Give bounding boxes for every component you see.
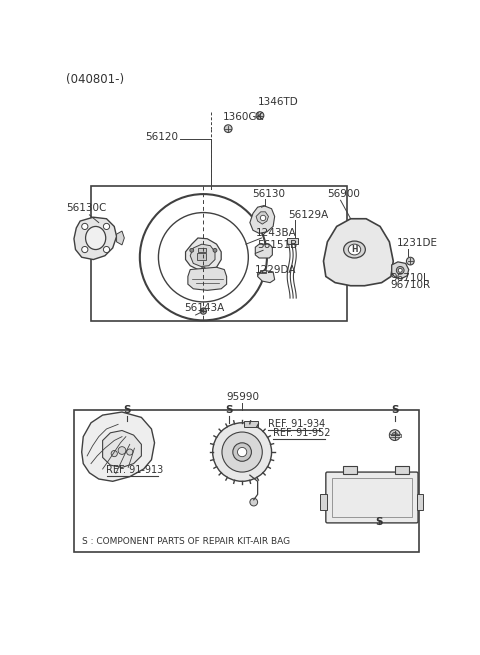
Polygon shape: [117, 231, 124, 245]
Text: 1229DA: 1229DA: [255, 265, 297, 275]
Circle shape: [103, 223, 109, 229]
Text: 56900: 56900: [327, 189, 360, 200]
Text: 1346TD: 1346TD: [258, 97, 299, 107]
Text: H: H: [351, 245, 358, 254]
Polygon shape: [255, 244, 272, 258]
Circle shape: [82, 246, 88, 253]
Text: S: S: [225, 405, 233, 415]
Circle shape: [389, 430, 400, 441]
Bar: [197, 253, 206, 259]
Circle shape: [260, 215, 266, 221]
Circle shape: [202, 267, 205, 271]
Bar: [287, 238, 298, 244]
Bar: [332, 478, 412, 517]
Circle shape: [250, 498, 258, 506]
Bar: [260, 271, 266, 273]
Polygon shape: [392, 262, 409, 279]
Circle shape: [127, 449, 133, 455]
Circle shape: [200, 308, 206, 314]
Bar: [244, 421, 258, 428]
Text: (040801-): (040801-): [66, 73, 124, 86]
Text: 56130C: 56130C: [66, 203, 107, 214]
Text: 56120: 56120: [145, 132, 178, 141]
Circle shape: [233, 443, 252, 461]
Circle shape: [407, 257, 414, 265]
Text: 96710R: 96710R: [390, 280, 430, 290]
Circle shape: [396, 267, 404, 274]
Text: S : COMPONENT PARTS OF REPAIR KIT-AIR BAG: S : COMPONENT PARTS OF REPAIR KIT-AIR BA…: [82, 537, 290, 546]
Text: S: S: [392, 405, 399, 415]
Text: 56129A: 56129A: [288, 210, 329, 219]
Ellipse shape: [348, 244, 360, 255]
Polygon shape: [82, 412, 155, 481]
Text: S: S: [375, 517, 383, 527]
Ellipse shape: [344, 241, 365, 258]
Polygon shape: [103, 430, 142, 468]
Text: REF. 91-934: REF. 91-934: [268, 419, 325, 429]
Text: 56130: 56130: [252, 189, 285, 200]
Text: REF. 91-952: REF. 91-952: [273, 428, 331, 438]
Bar: [91, 187, 347, 321]
Text: 56143A: 56143A: [184, 303, 224, 314]
Bar: [343, 466, 357, 474]
Bar: [417, 495, 423, 510]
Text: 1243BA: 1243BA: [256, 228, 297, 238]
Circle shape: [190, 248, 194, 252]
Polygon shape: [190, 244, 215, 267]
Text: 96710L: 96710L: [390, 272, 429, 283]
Text: 56151B: 56151B: [258, 240, 298, 250]
Bar: [320, 495, 327, 510]
Polygon shape: [250, 206, 275, 233]
Polygon shape: [74, 217, 117, 259]
Circle shape: [111, 451, 117, 457]
Circle shape: [82, 223, 88, 229]
Circle shape: [224, 125, 232, 132]
Text: 1360GK: 1360GK: [223, 112, 264, 122]
Bar: [395, 466, 409, 474]
Ellipse shape: [85, 227, 106, 250]
Polygon shape: [324, 219, 393, 286]
Bar: [74, 409, 419, 552]
Circle shape: [213, 248, 217, 252]
Polygon shape: [258, 271, 275, 283]
FancyBboxPatch shape: [326, 472, 418, 523]
Text: 95990: 95990: [227, 392, 260, 402]
Text: 1231DE: 1231DE: [397, 238, 438, 248]
Polygon shape: [188, 267, 227, 290]
Polygon shape: [186, 238, 221, 271]
Circle shape: [256, 112, 264, 119]
Circle shape: [222, 432, 262, 472]
Circle shape: [103, 246, 109, 253]
Text: REF. 91-913: REF. 91-913: [107, 465, 164, 475]
Circle shape: [392, 432, 397, 438]
Circle shape: [398, 269, 402, 272]
Text: S: S: [123, 405, 131, 415]
Circle shape: [118, 447, 126, 455]
Bar: [389, 434, 401, 437]
Circle shape: [213, 422, 272, 481]
Circle shape: [238, 447, 247, 457]
Bar: [198, 248, 206, 252]
Polygon shape: [256, 212, 268, 224]
